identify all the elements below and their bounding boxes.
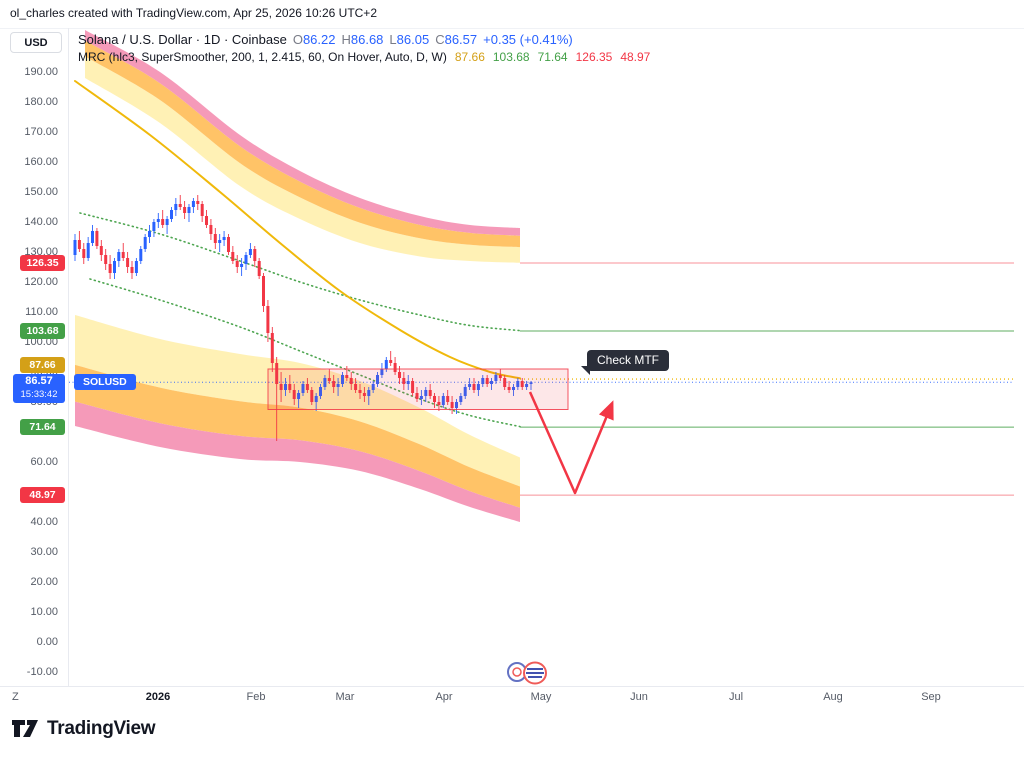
price-tick-label: 20.00 [30,576,58,588]
price-tick-label: 160.00 [24,156,58,168]
ohlc-label: L [389,32,397,47]
drawing-box [267,368,569,410]
time-tick-label: 2026 [145,691,171,703]
price-tick-label: 190.00 [24,66,58,78]
price-tick-label: 180.00 [24,96,58,108]
check-mtf-label[interactable]: Check MTF [580,350,670,375]
price-level-badge: 71.64 [20,419,65,436]
time-tick-label: Sep [921,691,941,703]
time-tick-label: Jul [728,691,744,703]
mrc-lines [69,80,1014,496]
tradingview-logo-icon[interactable] [10,716,40,742]
price-scale[interactable]: 190.00 180.00 170.00 160.00 150.00 140.00 130.… [0,0,68,686]
price-tick-label: 110.00 [25,306,58,318]
ohlc-values: O86.22 H86.68 L86.05 C86.57 [287,32,477,47]
ohlc-label: O [292,32,303,47]
plot-area [69,30,1014,522]
price-tick-label: 150.00 [24,186,58,198]
bar-countdown: 15:33:42 [20,389,58,401]
indicator-legend-row[interactable]: MRC (hlc3, SuperSmoother, 200, 1, 2.415,… [78,48,650,65]
price-scale-border [68,28,69,686]
time-scale-border [0,686,1024,687]
price-level-badge: 87.66 [20,357,65,374]
ohlc-value: 86.05 [396,32,430,47]
trend-arrow [528,391,614,495]
price-change: +0.35 (+0.41%) [483,32,573,47]
time-tick-label: Feb [246,691,266,703]
price-level-badge: 103.68 [20,322,65,339]
price-tick-label: 10.00 [30,606,58,618]
price-tick-label: 0.00 [36,636,58,648]
watermark-stickers [507,661,547,685]
ohlc-value: 86.57 [444,32,478,47]
time-tick-label: Mar [335,691,355,703]
ohlc-label: C [435,32,445,47]
symbol-price-label: SOLUSD [74,374,136,391]
footer: TradingView [10,716,156,742]
price-tick-label: 140.00 [24,216,58,228]
price-tick-label: 120.00 [24,276,58,288]
time-tick-label: Aug [823,691,843,703]
current-price-badge: 86.57 15:33:42 [13,374,65,404]
time-tick-label: Apr [435,691,453,703]
timezone-label[interactable]: Z [12,691,19,703]
time-tick-label: Jun [630,691,648,703]
indicator-values: 87.66 103.68 71.64 126.35 48.97 [447,50,651,64]
ohlc-value: 86.22 [302,32,336,47]
indicator-title[interactable]: MRC (hlc3, SuperSmoother, 200, 1, 2.415,… [78,49,447,64]
price-tick-label: 170.00 [24,126,58,138]
chart-legend: Solana / U.S. Dollar · 1D · Coinbase O86… [78,31,650,65]
ohlc-label: H [341,32,351,47]
time-scale[interactable]: 2026 Feb Mar Apr May Jun Jul Aug Sep [0,686,1024,708]
price-tick-label: -10.00 [26,666,58,678]
time-tick-label: May [530,691,552,703]
mrc-bands [75,30,520,522]
indicator-value: 126.35 [575,49,613,64]
price-level-badge: 48.97 [20,487,65,504]
symbol-title[interactable]: Solana / U.S. Dollar · 1D · Coinbase [78,32,287,47]
indicator-value: 48.97 [620,49,651,64]
candlesticks [73,195,533,441]
indicator-value: 87.66 [454,49,485,64]
price-tick-label: 60.00 [30,456,58,468]
price-level-badge: 126.35 [20,254,65,271]
price-tick-label: 30.00 [30,546,58,558]
price-tick-label: 40.00 [30,516,58,528]
brand-name[interactable]: TradingView [47,718,156,739]
indicator-value: 71.64 [537,49,568,64]
indicator-value: 103.68 [492,49,530,64]
current-price-value: 86.57 [25,375,53,388]
chart-top-border [0,28,1024,29]
attribution-text: ol_charles created with TradingView.com,… [10,6,377,20]
price-tick-label: 100.00 [24,336,58,348]
currency-toggle-button[interactable]: USD [10,32,62,53]
ohlc-value: 86.68 [350,32,384,47]
symbol-legend-row[interactable]: Solana / U.S. Dollar · 1D · Coinbase O86… [78,31,650,48]
